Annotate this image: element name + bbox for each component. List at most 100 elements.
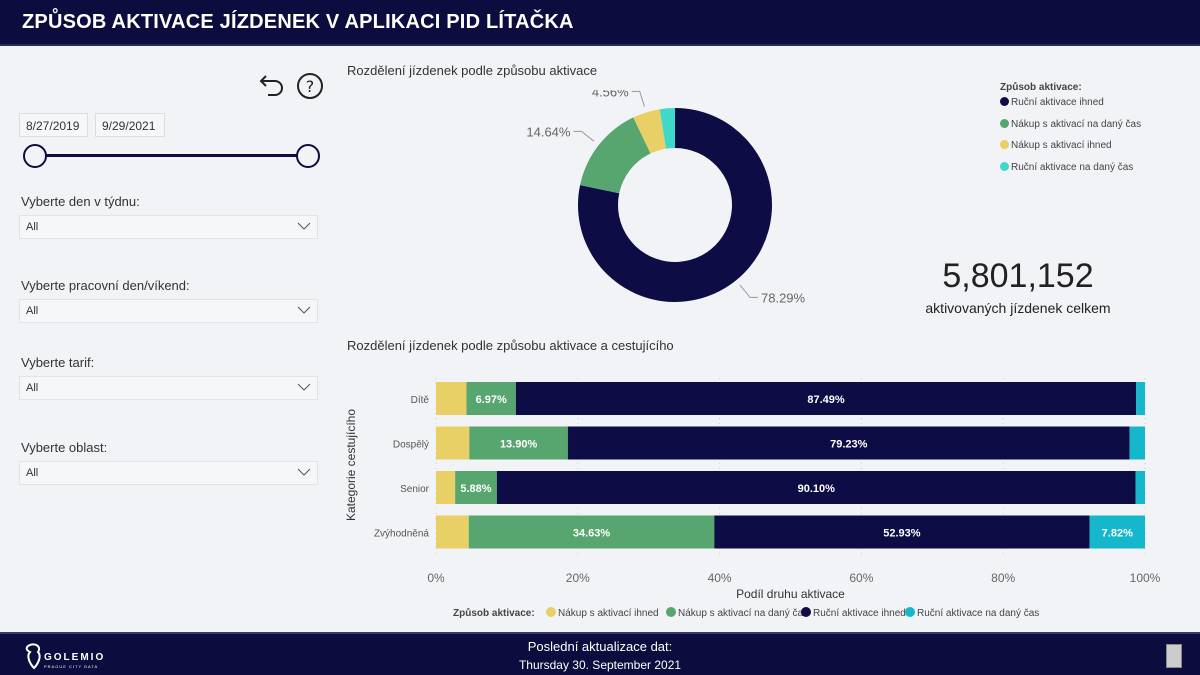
kpi-value: 5,801,152 bbox=[942, 257, 1094, 295]
donut-legend-item[interactable]: Ruční aktivace na daný čas bbox=[1000, 161, 1134, 173]
bar-segment bbox=[468, 515, 715, 549]
x-tick-label: 0% bbox=[427, 571, 445, 585]
page-title: ZPŮSOB AKTIVACE JÍZDENEK V APLIKACI PID … bbox=[22, 11, 574, 33]
bar-segment bbox=[436, 471, 456, 504]
area-dropdown[interactable]: All bbox=[19, 461, 318, 485]
workday-dropdown[interactable]: All bbox=[19, 299, 318, 323]
legend-dot bbox=[905, 607, 915, 617]
area-label: Vyberte oblast: bbox=[21, 440, 108, 455]
bar-segment bbox=[436, 515, 469, 549]
bar-data-label: 52.93% bbox=[883, 528, 921, 540]
bar-data-label: 6.97% bbox=[476, 394, 507, 406]
day-dropdown[interactable]: All bbox=[19, 215, 318, 239]
tariff-value: All bbox=[26, 382, 39, 394]
legend-label: Ruční aktivace na daný čas bbox=[1011, 161, 1134, 173]
bar-segment bbox=[455, 471, 497, 504]
donut-data-label: 4.56% bbox=[592, 90, 629, 99]
x-tick-label: 100% bbox=[1130, 571, 1161, 585]
bar-segment bbox=[466, 382, 516, 415]
update-date: Thursday 30. September 2021 bbox=[518, 658, 682, 672]
x-tick-label: 80% bbox=[991, 571, 1015, 585]
donut-legend-item[interactable]: Nákup s aktivací ihned bbox=[1000, 140, 1112, 151]
tariff-dropdown[interactable]: All bbox=[19, 376, 318, 400]
donut-slice bbox=[578, 108, 772, 302]
bar-legend-label: Nákup s aktivací na daný čas bbox=[678, 608, 808, 619]
bar-segment bbox=[496, 471, 1136, 504]
legend-dot bbox=[666, 607, 676, 617]
golemio-logo-icon bbox=[25, 643, 41, 670]
donut-slice bbox=[633, 109, 667, 154]
help-icon[interactable]: ? bbox=[296, 72, 324, 100]
date-slider-end-handle[interactable] bbox=[296, 144, 320, 168]
logo-subtext: PRAGUE CITY DATA bbox=[44, 664, 99, 669]
bar-title: Rozdělení jízdenek podle způsobu aktivac… bbox=[347, 338, 674, 353]
bar-segment bbox=[714, 515, 1090, 549]
donut-chart: 78.29% 14.64% 4.56% bbox=[526, 90, 805, 305]
legend-dot bbox=[801, 607, 811, 617]
bar-segment bbox=[1129, 426, 1145, 460]
bar-segment bbox=[567, 426, 1130, 460]
date-from-input[interactable]: 8/27/2019 bbox=[19, 113, 88, 137]
stacked-bar-chart: 0% 20% 40% 60% 80% 100% Dítě 6.97% 87.49% Dospělý… bbox=[344, 378, 1161, 619]
area-value: All bbox=[26, 467, 39, 479]
bar-data-label: 34.63% bbox=[573, 528, 611, 540]
donut-slice bbox=[659, 108, 675, 149]
date-to-input[interactable]: 9/29/2021 bbox=[95, 113, 165, 137]
bar-data-label: 79.23% bbox=[830, 439, 868, 451]
x-axis-title: Podíl druhu aktivace bbox=[736, 587, 845, 601]
day-label: Vyberte den v týdnu: bbox=[21, 194, 140, 209]
x-tick-label: 20% bbox=[566, 571, 590, 585]
bar-data-label: 87.49% bbox=[807, 394, 845, 406]
donut-legend-item[interactable]: Ruční aktivace ihned bbox=[1000, 97, 1104, 108]
donut-slice bbox=[580, 117, 651, 194]
footer: GOLEMIO PRAGUE CITY DATA Poslední aktual… bbox=[0, 632, 1200, 675]
tariff-label: Vyberte tarif: bbox=[21, 355, 95, 370]
bar-data-label: 13.90% bbox=[500, 439, 538, 451]
chevron-down-icon bbox=[297, 222, 311, 230]
y-tick-label: Dítě bbox=[411, 395, 430, 406]
workday-label: Vyberte pracovní den/víkend: bbox=[21, 278, 190, 293]
legend-dot bbox=[546, 607, 556, 617]
bar-data-label: 90.10% bbox=[798, 483, 836, 495]
donut-legend-title: Způsob aktivace: bbox=[1000, 82, 1082, 93]
golemio-logo: GOLEMIO PRAGUE CITY DATA bbox=[24, 642, 124, 672]
donut-leader-line bbox=[631, 90, 645, 107]
donut-data-label: 14.64% bbox=[526, 124, 571, 139]
bar-segment bbox=[1136, 382, 1145, 415]
bar-data-label: 7.82% bbox=[1102, 528, 1133, 540]
legend-dot bbox=[1000, 140, 1009, 149]
x-tick-label: 40% bbox=[708, 571, 732, 585]
donut-legend-item[interactable]: Nákup s aktivací na daný čas bbox=[1000, 118, 1141, 130]
chevron-down-icon bbox=[297, 468, 311, 476]
bar-segment bbox=[1135, 471, 1145, 504]
bar-legend-label: Ruční aktivace na daný čas bbox=[917, 608, 1039, 619]
chevron-down-icon bbox=[297, 383, 311, 391]
bar-segment bbox=[436, 426, 470, 460]
chevron-down-icon bbox=[297, 306, 311, 314]
donut-leader-line bbox=[739, 284, 759, 298]
bar-segment bbox=[515, 382, 1137, 415]
y-tick-label: Senior bbox=[400, 484, 430, 495]
legend-label: Nákup s aktivací ihned bbox=[1011, 140, 1112, 151]
logo-text: GOLEMIO bbox=[44, 652, 106, 663]
bar-legend-title: Způsob aktivace: bbox=[453, 607, 535, 619]
date-slider-start-handle[interactable] bbox=[23, 144, 47, 168]
bar-legend-label: Ruční aktivace ihned bbox=[813, 608, 906, 619]
legend-label: Ruční aktivace ihned bbox=[1011, 97, 1104, 108]
date-slider-track[interactable] bbox=[34, 154, 308, 157]
bar-segment bbox=[436, 382, 467, 415]
bar-legend-label: Nákup s aktivací ihned bbox=[558, 608, 659, 619]
y-axis-title: Kategorie cestujícího bbox=[344, 409, 358, 521]
legend-dot bbox=[1000, 161, 1009, 171]
donut-leader-line bbox=[573, 130, 595, 142]
page-header: ZPŮSOB AKTIVACE JÍZDENEK V APLIKACI PID … bbox=[0, 0, 1200, 46]
undo-icon[interactable] bbox=[258, 70, 286, 98]
kpi-label: aktivovaných jízdenek celkem bbox=[925, 300, 1111, 316]
y-tick-label: Zvýhodněná bbox=[374, 529, 429, 540]
bar-segment bbox=[469, 426, 568, 460]
update-label: Poslední aktualizace dat: bbox=[527, 639, 673, 654]
workday-value: All bbox=[26, 305, 39, 317]
svg-text:?: ? bbox=[306, 77, 315, 96]
legend-dot bbox=[1000, 97, 1009, 106]
bar-data-label: 5.88% bbox=[460, 483, 491, 495]
